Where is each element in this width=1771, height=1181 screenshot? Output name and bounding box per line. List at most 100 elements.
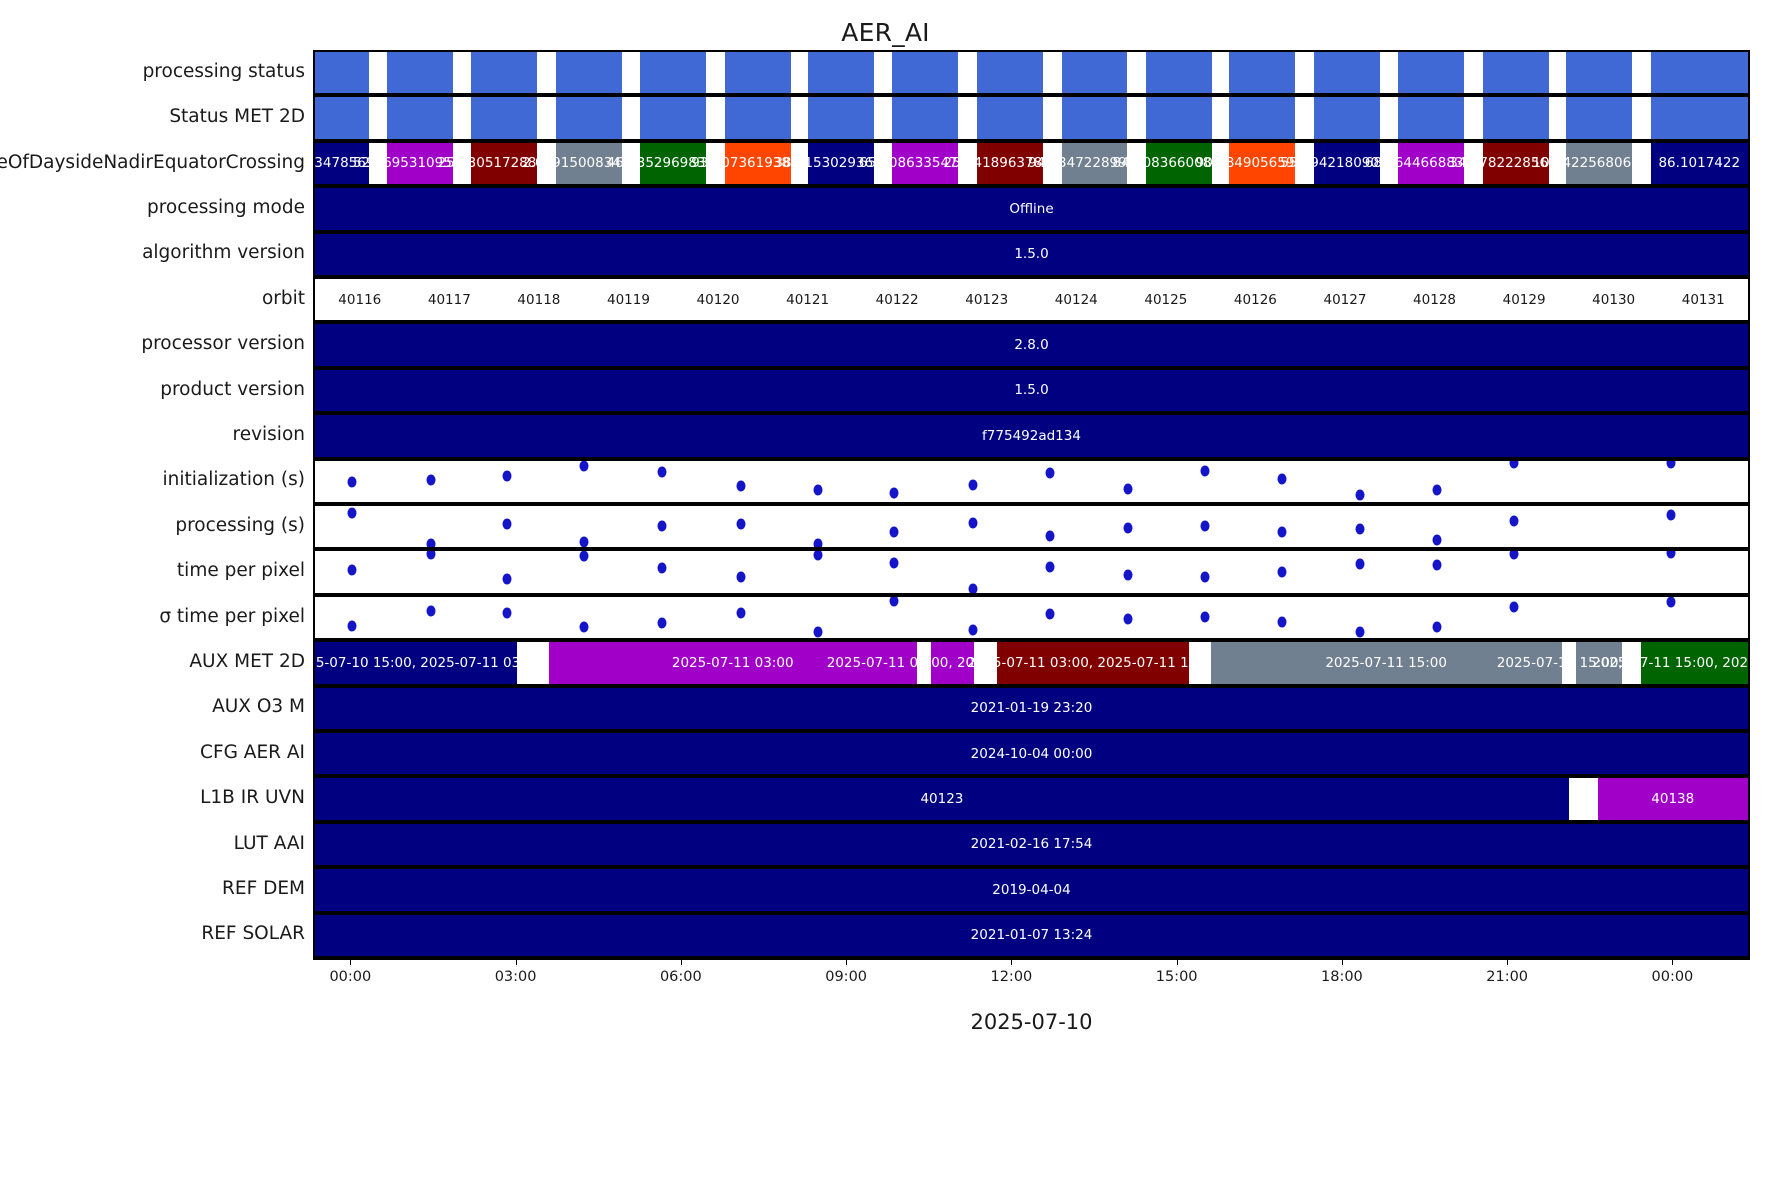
scatter-point[interactable] <box>813 484 823 496</box>
scatter-point[interactable] <box>1123 613 1132 625</box>
scatter-point[interactable] <box>1045 467 1055 479</box>
timeline-block[interactable] <box>724 97 791 139</box>
timeline-block[interactable] <box>1566 97 1632 139</box>
scatter-point[interactable] <box>579 536 589 548</box>
timeline-block[interactable] <box>1229 52 1296 94</box>
timeline-block[interactable] <box>640 52 707 94</box>
scatter-point[interactable] <box>1509 460 1519 469</box>
scatter-point[interactable] <box>1432 484 1442 496</box>
timeline-block[interactable]: 90.6849056599421 <box>1196 142 1329 185</box>
timeline-block[interactable] <box>555 97 622 139</box>
timeline-block[interactable] <box>1482 52 1549 94</box>
scatter-point[interactable] <box>1200 520 1210 532</box>
scatter-point[interactable] <box>968 583 978 593</box>
timeline-block[interactable] <box>807 97 874 139</box>
timeline-block[interactable] <box>555 52 622 94</box>
scatter-point[interactable] <box>889 487 899 499</box>
timeline-block[interactable]: 68.3644668834678 <box>1365 142 1498 185</box>
scatter-point[interactable] <box>426 538 436 548</box>
scatter-point[interactable] <box>1123 483 1132 495</box>
timeline-block[interactable] <box>640 97 707 139</box>
timeline-block[interactable] <box>1061 97 1128 139</box>
scatter-point[interactable] <box>1045 608 1055 620</box>
timeline-block[interactable] <box>315 97 370 139</box>
scatter-point[interactable] <box>1666 509 1676 521</box>
scatter-point[interactable] <box>347 564 357 576</box>
scatter-point[interactable] <box>426 474 436 486</box>
scatter-point[interactable] <box>889 557 899 569</box>
scatter-point[interactable] <box>502 573 512 585</box>
scatter-point[interactable] <box>1432 621 1442 633</box>
timeline-block[interactable] <box>1650 97 1748 139</box>
scatter-point[interactable] <box>1277 473 1287 485</box>
scatter-point[interactable] <box>502 470 512 482</box>
scatter-point[interactable] <box>1509 601 1519 613</box>
scatter-point[interactable] <box>1355 489 1365 501</box>
timeline-block[interactable] <box>471 97 538 139</box>
timeline-block[interactable]: 2.04915008346435 <box>522 142 655 185</box>
timeline-block[interactable] <box>1313 97 1380 139</box>
timeline-block[interactable] <box>892 52 959 94</box>
timeline-block[interactable]: 40123 <box>315 778 1569 820</box>
timeline-block[interactable]: 52.2695310952733 <box>353 142 486 185</box>
timeline-block[interactable] <box>1398 97 1465 139</box>
scatter-point[interactable] <box>1666 460 1676 469</box>
timeline-block[interactable] <box>1229 97 1296 139</box>
scatter-point[interactable] <box>968 479 978 491</box>
timeline-block[interactable] <box>807 52 874 94</box>
scatter-point[interactable] <box>502 518 512 530</box>
scatter-point[interactable] <box>1277 566 1287 578</box>
timeline-block[interactable]: 34.6782228560610 <box>1449 142 1582 185</box>
scatter-point[interactable] <box>736 607 746 619</box>
timeline-block[interactable] <box>315 52 370 94</box>
timeline-block[interactable] <box>1650 52 1748 94</box>
scatter-point[interactable] <box>813 538 823 548</box>
scatter-point[interactable] <box>1277 526 1287 538</box>
timeline-block[interactable]: 2025-07-11 03:00, 2025-07-11 15:00 <box>967 642 1219 684</box>
timeline-block[interactable]: 84.1083660089084 <box>1113 142 1246 185</box>
scatter-point[interactable] <box>579 551 589 562</box>
timeline-block[interactable] <box>386 97 453 139</box>
timeline-block[interactable] <box>471 52 538 94</box>
scatter-point[interactable] <box>736 571 746 583</box>
timeline-block[interactable]: 2025-07-11 15:00, 2025-07-... <box>1592 642 1748 684</box>
scatter-point[interactable] <box>347 507 357 519</box>
scatter-point[interactable] <box>347 620 357 632</box>
scatter-point[interactable] <box>1432 559 1442 571</box>
timeline-block[interactable] <box>1398 52 1465 94</box>
scatter-point[interactable] <box>1355 558 1365 570</box>
scatter-point[interactable] <box>736 480 746 492</box>
scatter-point[interactable] <box>968 624 978 636</box>
scatter-point[interactable] <box>1200 571 1210 583</box>
timeline-block[interactable]: 93.7073619382137 <box>691 142 824 185</box>
scatter-point[interactable] <box>657 617 667 629</box>
scatter-point[interactable] <box>1123 522 1132 534</box>
timeline-block[interactable]: 94.7347228996841 <box>1028 142 1161 185</box>
scatter-point[interactable] <box>736 518 746 530</box>
scatter-point[interactable] <box>1355 626 1365 638</box>
timeline-block[interactable]: 2025-07-11 03:00 <box>548 642 917 684</box>
scatter-point[interactable] <box>1045 530 1055 542</box>
timeline-block[interactable] <box>1482 97 1549 139</box>
scatter-point[interactable] <box>502 607 512 619</box>
timeline-block[interactable]: 55.9942180906368 <box>1280 142 1413 185</box>
scatter-point[interactable] <box>1432 534 1442 546</box>
timeline-block[interactable] <box>1146 52 1213 94</box>
timeline-block[interactable]: 77.5634785693118 <box>315 142 409 185</box>
scatter-point[interactable] <box>657 520 667 532</box>
scatter-point[interactable] <box>1355 523 1365 535</box>
timeline-block[interactable] <box>724 52 791 94</box>
scatter-point[interactable] <box>1666 596 1676 608</box>
scatter-point[interactable] <box>1277 616 1287 628</box>
scatter-point[interactable] <box>426 551 436 560</box>
scatter-point[interactable] <box>1666 551 1676 559</box>
scatter-point[interactable] <box>657 562 667 574</box>
timeline-block[interactable] <box>1313 52 1380 94</box>
timeline-block[interactable] <box>977 97 1043 139</box>
scatter-point[interactable] <box>657 466 667 478</box>
scatter-point[interactable] <box>1509 515 1519 527</box>
scatter-point[interactable] <box>889 596 899 607</box>
scatter-point[interactable] <box>968 517 978 529</box>
scatter-point[interactable] <box>579 460 589 472</box>
timeline-block[interactable] <box>1146 97 1213 139</box>
